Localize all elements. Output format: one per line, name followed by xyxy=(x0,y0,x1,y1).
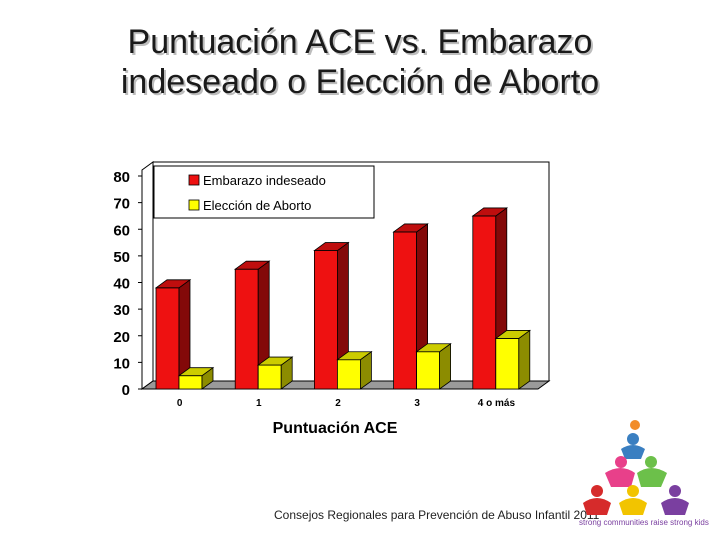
y-tick-label: 60 xyxy=(113,222,130,239)
y-tick-label: 10 xyxy=(113,355,130,372)
legend-label: Embarazo indeseado xyxy=(203,173,326,188)
x-tick-label: 1 xyxy=(256,398,262,409)
bar-top xyxy=(336,351,373,361)
bar-embarazo-1 xyxy=(234,268,259,390)
bar-top xyxy=(313,242,350,251)
community-logo: strong communities raise strong kids xyxy=(579,420,709,527)
x-tick-label: 4 o más xyxy=(478,398,516,409)
bar-aborto-3 xyxy=(416,351,441,390)
legend-label: Elección de Aborto xyxy=(203,198,311,213)
bar-top xyxy=(392,223,429,233)
title-line-2: indeseado o Elección de Aborto xyxy=(120,63,600,101)
y-tick-label: 30 xyxy=(113,302,130,319)
bar-top xyxy=(494,330,532,339)
people-pyramid-icon xyxy=(583,420,689,515)
bar-top xyxy=(256,356,294,366)
bar-aborto-0 xyxy=(178,375,203,390)
legend-swatch xyxy=(188,199,200,211)
logo-tagline: strong communities raise strong kids xyxy=(579,518,709,527)
slide-title: Puntuación ACE vs. Embarazo indeseado o … xyxy=(20,22,700,102)
bar-top xyxy=(471,207,509,217)
y-tick-label: 50 xyxy=(113,249,130,266)
footer-credit: Consejos Regionales para Prevención de A… xyxy=(274,508,600,522)
x-axis-title: Puntuación ACE xyxy=(273,420,398,437)
y-tick-label: 70 xyxy=(113,196,130,213)
x-tick-label: 0 xyxy=(177,398,183,409)
x-tick-label: 3 xyxy=(414,398,420,409)
bar-top xyxy=(415,343,452,353)
y-tick-label: 40 xyxy=(113,276,130,293)
x-tick-label: 2 xyxy=(335,398,341,409)
bar-embarazo-0 xyxy=(155,287,180,390)
bar-embarazo-4 xyxy=(472,215,497,390)
bar-embarazo-3 xyxy=(393,231,418,390)
bar-aborto-1 xyxy=(257,364,282,390)
bar-aborto-4 xyxy=(495,338,520,390)
y-tick-label: 0 xyxy=(122,382,130,399)
side-wall xyxy=(141,161,154,390)
legend-swatch xyxy=(188,174,200,186)
bar-top xyxy=(177,367,215,377)
bar-top xyxy=(154,279,192,289)
y-tick-label: 80 xyxy=(113,169,130,186)
bar-aborto-2 xyxy=(336,359,361,390)
title-line-1: Puntuación ACE vs. Embarazo xyxy=(127,23,593,61)
bar-top xyxy=(233,260,271,270)
bar-side xyxy=(518,329,531,390)
y-tick-label: 20 xyxy=(113,329,130,346)
bar-embarazo-2 xyxy=(313,250,338,390)
